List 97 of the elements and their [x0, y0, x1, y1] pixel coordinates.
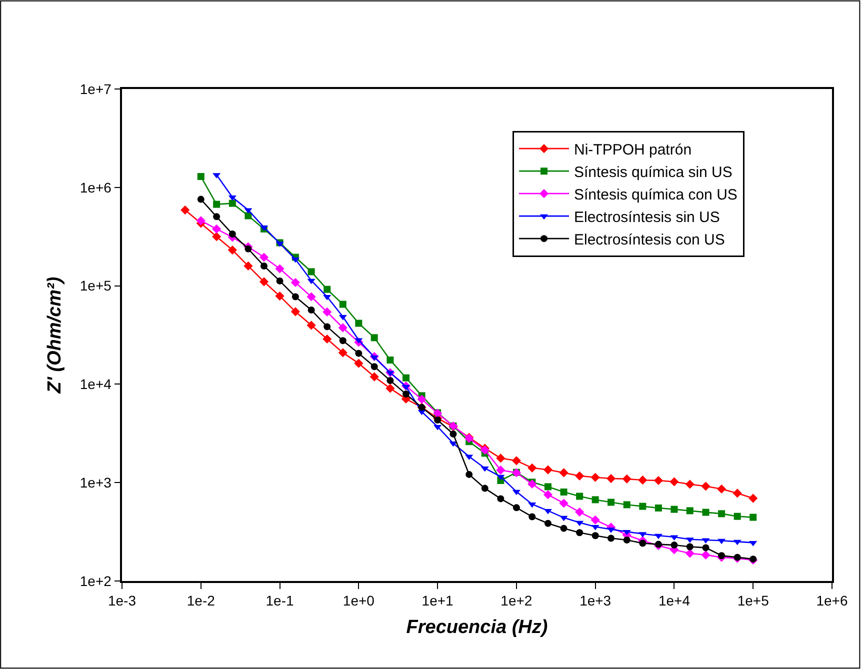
point: [560, 524, 568, 532]
point: [544, 520, 552, 527]
point: [639, 502, 646, 510]
point: [196, 216, 206, 226]
point: [512, 504, 520, 512]
y-tick-label: 1e+6: [80, 179, 112, 196]
point: [718, 552, 726, 560]
x-tick-label: 1e+5: [737, 592, 770, 609]
point: [324, 286, 331, 293]
point: [702, 544, 710, 552]
point: [308, 306, 315, 314]
y-axis-title: Z' (Ohm/cm²): [44, 276, 66, 394]
x-tick-label: 1e-2: [186, 592, 216, 609]
point: [654, 540, 662, 548]
point: [213, 200, 220, 208]
point: [308, 268, 315, 276]
point: [559, 498, 568, 508]
point: [623, 501, 630, 508]
point: [466, 470, 473, 478]
x-tick-label: 1e-1: [266, 592, 294, 609]
point: [306, 292, 316, 302]
y-tick-label: 1e+5: [80, 278, 112, 294]
point: [608, 534, 615, 542]
point: [543, 490, 553, 500]
point: [576, 492, 584, 500]
x-axis-title: Frecuencia (Hz): [406, 616, 548, 638]
point: [670, 506, 678, 513]
point: [355, 320, 362, 327]
point: [260, 262, 268, 270]
point: [750, 514, 757, 521]
point: [339, 300, 346, 308]
point: [417, 394, 426, 404]
point: [259, 252, 269, 262]
point: [670, 542, 678, 549]
point: [702, 508, 710, 516]
point: [623, 536, 630, 544]
x-tick-label: 1e-3: [108, 592, 136, 609]
point: [718, 510, 726, 518]
point: [276, 277, 284, 284]
point: [686, 543, 694, 550]
x-tick-label: 1e+3: [580, 592, 612, 609]
point: [355, 350, 362, 357]
point: [213, 213, 220, 220]
point: [338, 323, 348, 332]
point: [244, 245, 252, 252]
point: [322, 307, 332, 317]
point: [386, 356, 394, 364]
x-tick-label: 1e+1: [422, 592, 454, 609]
x-tick-label: 1e+4: [658, 592, 690, 609]
point: [197, 196, 204, 203]
point: [639, 540, 646, 547]
point: [324, 323, 331, 330]
point: [450, 430, 457, 438]
point: [496, 466, 506, 475]
y-tick-label: 1e+7: [80, 80, 112, 97]
point: [386, 377, 394, 384]
point: [528, 513, 536, 520]
point: [370, 363, 378, 370]
y-tick-label: 1e+3: [80, 474, 112, 490]
point: [402, 390, 410, 398]
legend-label: Electrosíntesis sin US: [574, 208, 720, 226]
point: [590, 515, 600, 525]
point: [701, 550, 710, 560]
point: [212, 224, 222, 234]
point: [481, 484, 488, 492]
x-tick-label: 1e+2: [500, 592, 532, 609]
point: [528, 479, 537, 489]
point: [402, 374, 410, 382]
point: [370, 334, 378, 342]
point: [197, 173, 204, 180]
legend-label: Síntesis química sin US: [574, 164, 732, 181]
point: [497, 495, 504, 502]
x-tick-label: 1e+0: [342, 592, 375, 609]
point: [592, 496, 599, 504]
point: [686, 507, 694, 514]
legend-label: Síntesis química con US: [574, 186, 738, 204]
legend-label: Ni-TPPOH patrón: [574, 141, 692, 158]
point: [228, 200, 236, 207]
legend-label: Electrosíntesis con US: [574, 231, 725, 248]
point: [575, 508, 584, 517]
y-tick-label: 1e+2: [80, 572, 112, 589]
point: [290, 278, 300, 288]
point: [560, 488, 568, 496]
point: [576, 529, 584, 536]
point: [292, 293, 299, 300]
point: [608, 498, 615, 506]
point: [339, 337, 346, 344]
point: [654, 504, 662, 512]
x-tick-label: 1e+6: [816, 592, 848, 609]
point: [228, 230, 236, 238]
point: [244, 212, 252, 220]
point: [592, 532, 599, 540]
point: [734, 512, 741, 520]
y-tick-label: 1e+4: [80, 376, 112, 392]
point: [434, 416, 442, 424]
point: [275, 264, 284, 274]
point: [544, 483, 552, 490]
